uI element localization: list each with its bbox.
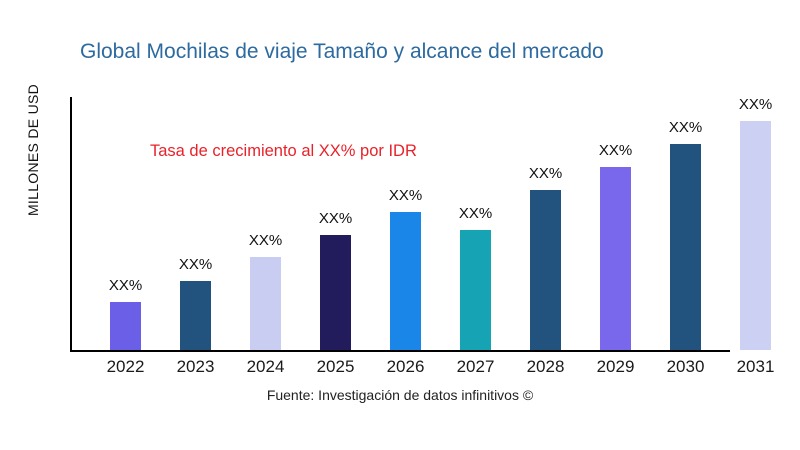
bar-2022 [110,302,141,350]
bar-value-label-2028: XX% [528,165,563,182]
bar-2031 [740,121,771,350]
x-tick-label-2031: 2031 [736,357,775,376]
bar-2030 [670,144,701,350]
x-tick-label-2023: 2023 [176,357,215,376]
x-tick-label-2024: 2024 [246,357,285,376]
source-attribution: Fuente: Investigación de datos infinitiv… [266,387,534,403]
bar-2029 [600,167,631,350]
bar-2023 [180,281,211,350]
x-tick-label-2025: 2025 [316,357,355,376]
x-tick-label-2029: 2029 [596,357,635,376]
x-tick-label-2027: 2027 [456,357,495,376]
bar-2026 [390,212,421,350]
bar-value-label-2031: XX% [738,96,773,113]
bar-value-label-2025: XX% [318,210,353,227]
bar-value-label-2024: XX% [248,232,283,249]
y-axis-line [70,97,72,351]
bar-2024 [250,257,281,350]
bar-2027 [460,230,491,350]
bar-2025 [320,235,351,350]
bar-value-label-2030: XX% [668,119,703,136]
x-tick-label-2030: 2030 [666,357,705,376]
x-tick-label-2022: 2022 [106,357,145,376]
bar-2028 [530,190,561,350]
growth-rate-annotation: Tasa de crecimiento al XX% por IDR [150,142,417,160]
x-axis-line [70,350,730,352]
bar-value-label-2029: XX% [598,142,633,159]
bar-value-label-2022: XX% [108,277,143,294]
bar-value-label-2026: XX% [388,187,423,204]
x-tick-label-2026: 2026 [386,357,425,376]
bar-value-label-2023: XX% [178,256,213,273]
bar-value-label-2027: XX% [458,205,493,222]
x-tick-label-2028: 2028 [526,357,565,376]
chart-title: Global Mochilas de viaje Tamaño y alcanc… [80,40,604,63]
y-axis-label: MILLONES DE USD [25,83,41,217]
